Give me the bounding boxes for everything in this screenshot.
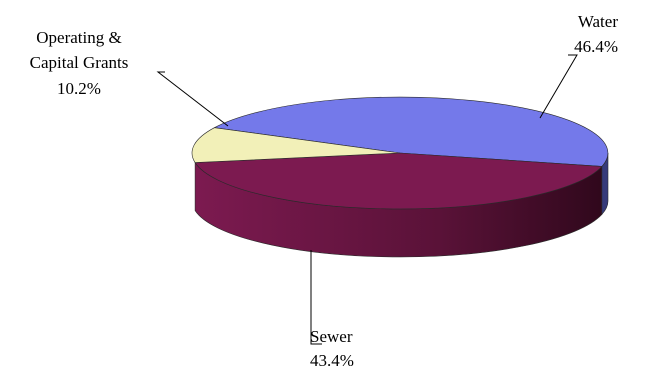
slice-label-water-value: 46.4% xyxy=(574,37,618,56)
slice-label-sewer-value: 43.4% xyxy=(310,351,354,370)
pie-slice-operating-capital-grants xyxy=(191,127,401,163)
pie-slice-water xyxy=(213,96,609,167)
slice-label-grants-name-line2: Capital Grants xyxy=(30,53,129,72)
pie-slice-sewer xyxy=(194,152,603,210)
slice-label-water-name: Water xyxy=(578,12,618,31)
slice-label-grants-name-line1: Operating & xyxy=(36,28,121,47)
slice-label-sewer-name: Sewer xyxy=(310,327,353,346)
leader-line-sewer xyxy=(310,250,322,345)
leader-line-grants xyxy=(156,71,229,127)
slice-label-grants-value: 10.2% xyxy=(57,79,101,98)
leader-line-water xyxy=(539,54,578,119)
